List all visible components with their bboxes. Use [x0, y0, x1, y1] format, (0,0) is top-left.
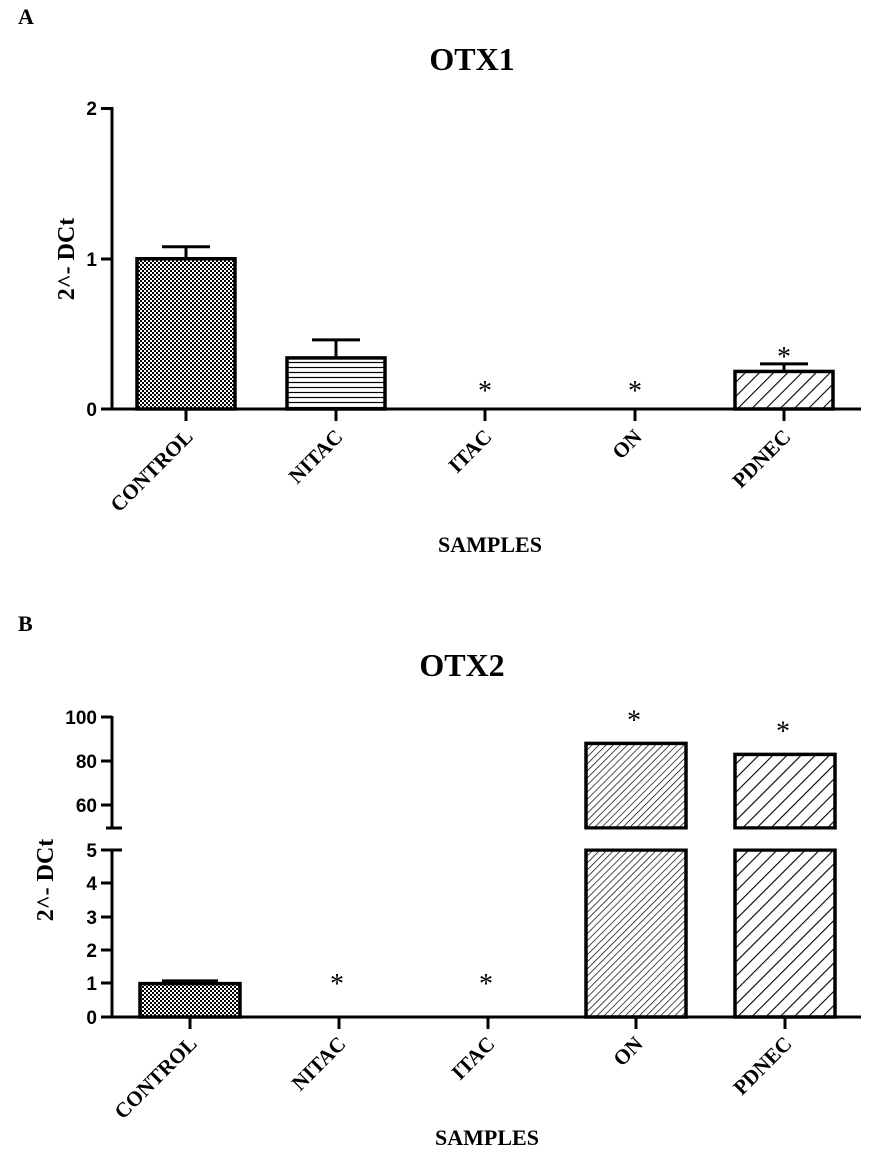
- panel-b-ytick-label-60: 60: [76, 796, 97, 817]
- panel-b-xtick-label-pdnec: PDNEC: [728, 1032, 796, 1100]
- panel-b-ylabel: 2^- DCt: [33, 839, 59, 922]
- panel-b-xtick-label-nitac: NITAC: [287, 1032, 351, 1096]
- panel-a-ytick-label-0: 0: [86, 400, 97, 421]
- panel-b-significance-on: *: [627, 705, 641, 736]
- panel-a-x-ticks: CONTROL NITAC ITAC ON PDNEC: [105, 409, 796, 517]
- panel-a-bars: * * *: [135, 245, 835, 411]
- panel-a-letter: A: [18, 4, 34, 29]
- panel-b-xtick-label-control: CONTROL: [109, 1032, 201, 1124]
- panel-a-significance-pdnec: *: [777, 342, 791, 373]
- panel-b-ytick-label-2: 2: [86, 941, 97, 962]
- panel-a-significance-on: *: [628, 376, 642, 407]
- panel-a-xtick-label-pdnec: PDNEC: [727, 425, 795, 493]
- panel-b-bar-upper-pdnec: [733, 752, 837, 830]
- panel-a-xtick-label-control: CONTROL: [105, 425, 197, 517]
- panel-a-ytick-label-1: 1: [86, 250, 97, 271]
- panel-b-bar-lower-pdnec: [733, 848, 837, 1019]
- panel-b-break-gap-pdnec: [732, 829, 838, 849]
- panel-b-x-ticks: CONTROL NITAC ITAC ON PDNEC: [109, 1017, 797, 1124]
- panel-b-ytick-label-80: 80: [76, 752, 97, 773]
- panel-a-significance-itac: *: [478, 376, 492, 407]
- panel-b-bar-upper-on: [584, 741, 688, 830]
- panel-b-ytick-label-4: 4: [86, 874, 97, 895]
- panel-b-significance-nitac: *: [330, 969, 344, 1000]
- panel-a-bar-pdnec: [733, 369, 835, 411]
- panel-b-bars: * * * *: [138, 705, 838, 1019]
- panel-b-ytick-label-5: 5: [86, 841, 97, 862]
- panel-b-letter: B: [18, 611, 33, 636]
- panel-a-xlabel: SAMPLES: [438, 532, 542, 557]
- panel-b-ytick-label-3: 3: [86, 908, 97, 929]
- panel-b-xtick-label-on: ON: [608, 1032, 647, 1071]
- panel-b-break-gap-on: [583, 829, 689, 849]
- panel-a-bar-control: [135, 257, 237, 411]
- panel-a-ytick-label-2: 2: [86, 99, 97, 120]
- panel-b-significance-pdnec: *: [776, 716, 790, 747]
- panel-a-y-ticks: 0 1 2: [86, 99, 112, 421]
- panel-b-xlabel: SAMPLES: [435, 1125, 539, 1150]
- panel-b-ytick-label-1: 1: [86, 974, 97, 995]
- panel-a: A OTX1 2^- DCt SAMPLES * * * 0 1 2 CONTROL…: [18, 4, 861, 557]
- panel-b-ytick-label-0: 0: [86, 1008, 97, 1029]
- panel-b-bar-control: [138, 981, 242, 1019]
- panel-a-xtick-label-itac: ITAC: [444, 425, 497, 478]
- panel-a-title: OTX1: [429, 41, 514, 77]
- panel-b: B OTX2 2^- DCt SAMPLES * * * * 100 80 60 5 …: [18, 611, 861, 1150]
- panel-a-bar-nitac: [285, 356, 387, 411]
- panel-a-xtick-label-on: ON: [607, 425, 646, 464]
- panel-b-title: OTX2: [419, 647, 504, 683]
- panel-a-ylabel: 2^- DCt: [54, 218, 80, 301]
- panel-b-xtick-label-itac: ITAC: [447, 1032, 500, 1085]
- panel-b-ytick-label-100: 100: [65, 708, 97, 729]
- panel-b-significance-itac: *: [479, 969, 493, 1000]
- panel-a-xtick-label-nitac: NITAC: [284, 425, 348, 489]
- panel-b-y-ticks: 100 80 60 5 4 3 2 1 0: [65, 708, 112, 1029]
- panel-b-bar-lower-on: [584, 848, 688, 1019]
